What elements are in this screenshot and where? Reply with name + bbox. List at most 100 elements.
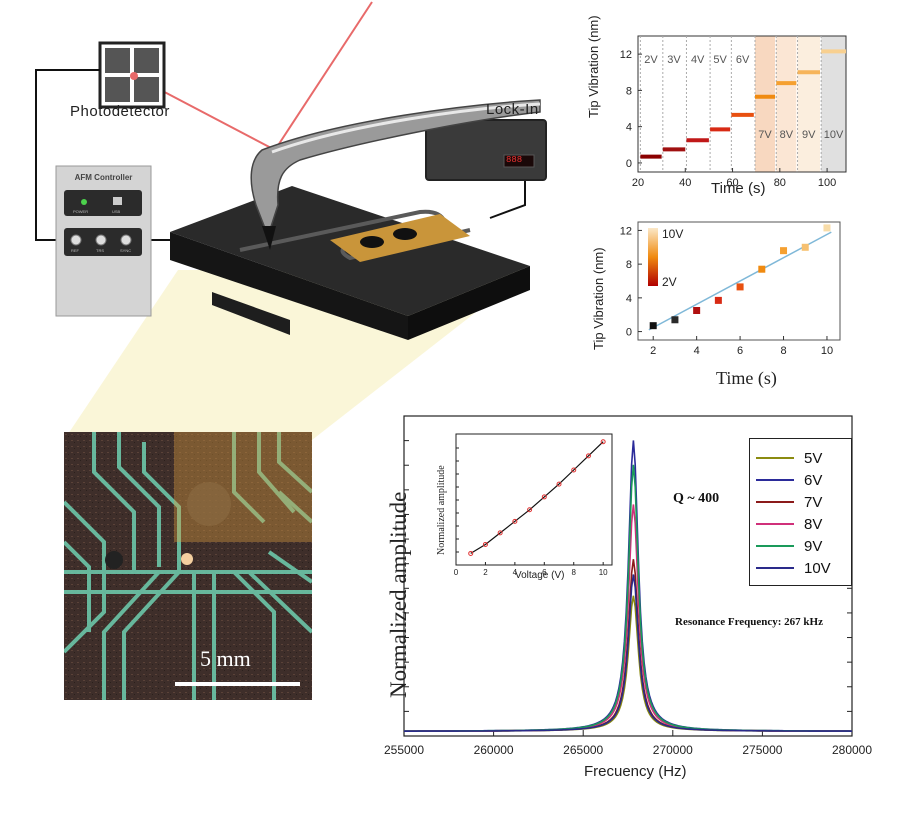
time-band bbox=[821, 36, 846, 172]
inset-point bbox=[556, 481, 562, 487]
inset-xlabel: Voltage (V) bbox=[515, 570, 565, 581]
afm-controller-title: AFM Controller bbox=[74, 173, 133, 182]
time-segment-label: 3V bbox=[667, 54, 681, 66]
inset-point bbox=[600, 439, 606, 445]
scatter-point bbox=[649, 322, 657, 330]
scatter-colorbar bbox=[648, 228, 658, 286]
scatter-point bbox=[693, 307, 701, 314]
scatter-ytick-label: 12 bbox=[620, 225, 632, 237]
colorbar-bottom-label: 2V bbox=[662, 275, 677, 289]
scatter-point bbox=[736, 283, 744, 291]
time-segment-label: 6V bbox=[736, 54, 750, 66]
sync-port-label: SYNC bbox=[120, 248, 132, 253]
inset-point bbox=[541, 494, 547, 500]
inset-point bbox=[512, 518, 518, 524]
inset-point bbox=[468, 550, 474, 556]
legend-item: 9V bbox=[756, 535, 851, 557]
circuit-traces bbox=[64, 432, 312, 700]
time-segment-label: 4V bbox=[691, 54, 705, 66]
photodetector-wire bbox=[35, 69, 100, 241]
time-band bbox=[776, 36, 797, 172]
time-xtick-label: 100 bbox=[818, 177, 836, 189]
afm-cantilever bbox=[250, 99, 541, 250]
time-segment-label: 8V bbox=[780, 129, 794, 141]
inset-point bbox=[497, 530, 503, 536]
legend-swatch bbox=[756, 501, 794, 503]
scatter-ytick-label: 8 bbox=[626, 259, 632, 271]
voltage-scatter-chart: 10V 2V 2 4 6 8 10 0 4 8 12 bbox=[620, 221, 841, 357]
legend-label: 10V bbox=[804, 559, 831, 577]
time-ytick-label: 0 bbox=[626, 158, 632, 170]
inset-xtick-label: 8 bbox=[572, 568, 577, 577]
resonance-xtick-label: 280000 bbox=[832, 743, 872, 757]
trs-port-label: TRS bbox=[96, 248, 104, 253]
scatter-ytick-label: 4 bbox=[626, 293, 632, 305]
inset-ylabel: Normalized amplitude bbox=[436, 465, 447, 555]
scatter-xtick-label: 4 bbox=[694, 345, 700, 357]
scatter-point bbox=[671, 316, 679, 324]
scatter-ytick-label: 0 bbox=[626, 327, 632, 339]
q-annotation: Q ~ 400 bbox=[673, 491, 720, 506]
scatter-xlabel: Time (s) bbox=[716, 368, 777, 388]
scatter-point bbox=[801, 243, 809, 251]
legend-swatch bbox=[756, 545, 794, 547]
resonance-xtick-label: 260000 bbox=[474, 743, 514, 757]
resonance-legend: 5V 6V 7V 8V 9V 10V bbox=[749, 438, 852, 586]
chip-stage bbox=[170, 186, 530, 340]
legend-item: 8V bbox=[756, 513, 851, 535]
inset-fit-line bbox=[470, 441, 604, 554]
time-trace-xlabel: Time (s) bbox=[711, 180, 766, 197]
scatter-xtick-label: 8 bbox=[780, 345, 786, 357]
lockin-wire bbox=[489, 176, 526, 219]
time-band bbox=[797, 36, 820, 172]
resonance-xtick-label: 275000 bbox=[742, 743, 782, 757]
legend-item: 7V bbox=[756, 491, 851, 513]
inset-xtick-label: 10 bbox=[599, 568, 608, 577]
time-ytick-label: 4 bbox=[626, 122, 632, 134]
usb-port-label: USB bbox=[112, 209, 121, 214]
colorbar-top-label: 10V bbox=[662, 227, 683, 241]
resonance-xlabel: Frecuency (Hz) bbox=[584, 763, 687, 780]
legend-swatch bbox=[756, 457, 794, 459]
time-trace-ylabel: Tip Vibration (nm) bbox=[586, 15, 601, 118]
laser-incident bbox=[274, 1, 373, 151]
resonance-ylabel: Normalized amplitude bbox=[386, 491, 411, 698]
inset-xtick-label: 6 bbox=[542, 568, 547, 577]
legend-label: 9V bbox=[804, 537, 823, 555]
afm-controller bbox=[55, 165, 152, 317]
scatter-point bbox=[780, 247, 788, 255]
legend-swatch bbox=[756, 523, 794, 525]
chip-micrograph bbox=[64, 432, 312, 700]
legend-label: 8V bbox=[804, 515, 823, 533]
legend-label: 6V bbox=[804, 471, 823, 489]
time-band bbox=[755, 36, 776, 172]
legend-swatch bbox=[756, 479, 794, 481]
time-ytick-label: 8 bbox=[626, 85, 632, 97]
scale-bar bbox=[175, 682, 300, 686]
inset-xtick-label: 4 bbox=[513, 568, 518, 577]
lockin-display: 888 bbox=[506, 155, 523, 165]
resonance-xtick-label: 265000 bbox=[563, 743, 603, 757]
time-segment-label: 7V bbox=[758, 129, 772, 141]
legend-label: 7V bbox=[804, 493, 823, 511]
resonance-curve bbox=[404, 574, 852, 732]
scatter-plot-frame bbox=[637, 221, 841, 341]
time-xtick-label: 40 bbox=[679, 177, 691, 189]
photodetector-icon bbox=[98, 41, 166, 109]
scale-bar-label: 5 mm bbox=[200, 646, 251, 671]
photodetector-label: Photodetector bbox=[70, 103, 170, 120]
inset-point bbox=[571, 467, 577, 473]
time-ytick-label: 12 bbox=[620, 49, 632, 61]
time-xtick-label: 60 bbox=[726, 177, 738, 189]
lockin-amplifier bbox=[425, 119, 547, 181]
scatter-xtick-label: 2 bbox=[650, 345, 656, 357]
scatter-point bbox=[823, 224, 831, 232]
scatter-ylabel: Tip Vibration (nm) bbox=[591, 247, 606, 350]
legend-item: 10V bbox=[756, 557, 851, 579]
inset-point bbox=[482, 541, 488, 547]
legend-item: 6V bbox=[756, 469, 851, 491]
scatter-point bbox=[758, 265, 766, 273]
scatter-xtick-label: 6 bbox=[737, 345, 743, 357]
inset-point bbox=[585, 453, 591, 459]
